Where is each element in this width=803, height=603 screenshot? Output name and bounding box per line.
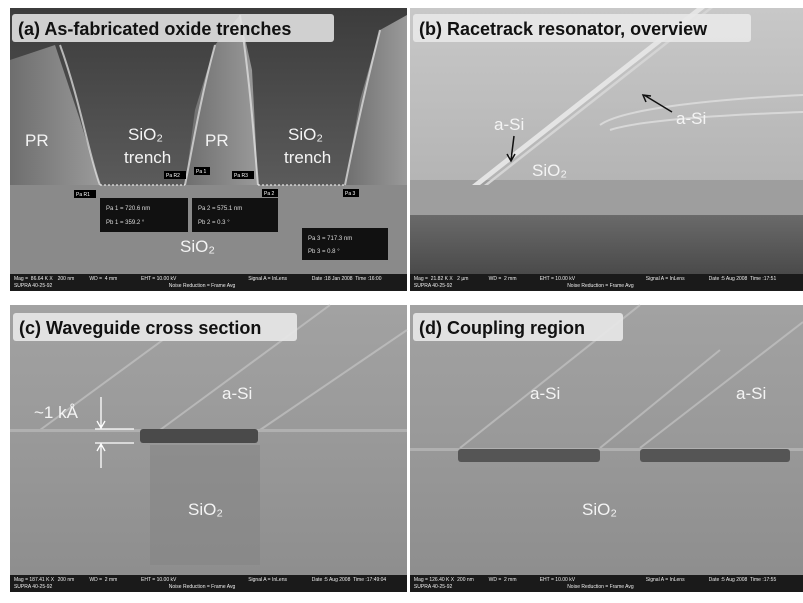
label: trench — [124, 148, 171, 167]
panel-b: (b) Racetrack resonator, overview a-Si a… — [410, 8, 803, 274]
label: a-Si — [736, 384, 766, 403]
label: a-Si — [530, 384, 560, 403]
info-text: Date :5 Aug 2008 Time :17:49:04 — [312, 577, 387, 583]
info-text: Noise Reduction = Frame Avg — [567, 283, 634, 289]
measurement: Pb 1 = 359.2 ° — [106, 220, 145, 226]
marker: Pa 3 — [345, 191, 356, 197]
info-text: Mag = 86.64 K X — [14, 276, 53, 282]
info-text: WD = 4 mm — [89, 276, 117, 282]
info-text: Signal A = InLens — [248, 276, 287, 282]
info-text: Noise Reduction = Frame Avg — [169, 584, 236, 590]
label: SiO₂ — [188, 500, 223, 519]
marker: Pa R1 — [76, 192, 90, 198]
info-text: WD = 2 mm — [89, 577, 117, 583]
label: SiO₂ — [128, 125, 163, 144]
marker: Pa 1 — [196, 169, 207, 175]
info-text: EHT = 10.00 kV — [540, 577, 576, 583]
panel-d: (d) Coupling region a-Si a-Si SiO₂ — [410, 305, 803, 575]
label: a-Si — [676, 109, 706, 128]
marker: Pa R3 — [234, 173, 248, 179]
info-text: SUPRA 40-25-92 — [14, 283, 53, 289]
info-text: EHT = 10.00 kV — [540, 276, 576, 282]
info-text: WD = 2 mm — [489, 577, 517, 583]
info-text: 2 µm — [457, 276, 468, 282]
measurement: Pb 2 = 0.3 ° — [198, 220, 230, 226]
info-text: Signal A = InLens — [646, 276, 685, 282]
info-text: Date :5 Aug 2008 Time :17:55 — [709, 577, 777, 583]
info-text: Date :18 Jan 2008 Time :16:00 — [312, 276, 382, 282]
figure: (a) As-fabricated oxide trenches PR SiO₂… — [0, 0, 803, 603]
panel-a: (a) As-fabricated oxide trenches PR SiO₂… — [10, 8, 407, 274]
info-text: Signal A = InLens — [248, 577, 287, 583]
label: a-Si — [494, 115, 524, 134]
info-text: 200 nm — [58, 577, 75, 583]
panel-title: (a) As-fabricated oxide trenches — [18, 19, 291, 39]
info-text: Mag = 21.82 K X — [414, 276, 453, 282]
info-text: Noise Reduction = Frame Avg — [567, 584, 634, 590]
info-text: 200 nm — [457, 577, 474, 583]
info-text: EHT = 10.00 kV — [141, 577, 177, 583]
label: SiO₂ — [288, 125, 323, 144]
panel-title: (c) Waveguide cross section — [19, 318, 261, 338]
panel-title: (d) Coupling region — [419, 318, 585, 338]
info-text: Noise Reduction = Frame Avg — [169, 283, 236, 289]
panel-title: (b) Racetrack resonator, overview — [419, 19, 708, 39]
measurement: Pa 2 = 575.1 nm — [198, 206, 242, 212]
info-text: Signal A = InLens — [646, 577, 685, 583]
info-text: 200 nm — [58, 276, 75, 282]
info-text: EHT = 10.00 kV — [141, 276, 177, 282]
label: PR — [25, 131, 49, 150]
marker: Pa 2 — [264, 191, 275, 197]
label: PR — [205, 131, 229, 150]
label: a-Si — [222, 384, 252, 403]
label: trench — [284, 148, 331, 167]
measurement: Pa 1 = 720.6 nm — [106, 206, 150, 212]
label: SiO₂ — [532, 161, 567, 180]
label: SiO₂ — [180, 237, 215, 256]
measurement: Pa 3 = 717.3 nm — [308, 236, 352, 242]
marker: Pa R2 — [166, 173, 180, 179]
info-text: SUPRA 40-25-92 — [414, 283, 453, 289]
measurement: Pb 3 = 0.8 ° — [308, 249, 340, 255]
info-text: Date :5 Aug 2008 Time :17:51 — [709, 276, 777, 282]
info-text: SUPRA 40-25-92 — [14, 584, 53, 590]
info-text: Mag = 126.40 K X — [414, 577, 455, 583]
label: ~1 kÅ — [34, 403, 79, 422]
info-text: WD = 2 mm — [489, 276, 517, 282]
panel-c: (c) Waveguide cross section a-Si SiO₂ ~1… — [10, 305, 407, 575]
info-text: SUPRA 40-25-92 — [414, 584, 453, 590]
label: SiO₂ — [582, 500, 617, 519]
info-text: Mag = 187.41 K X — [14, 577, 55, 583]
